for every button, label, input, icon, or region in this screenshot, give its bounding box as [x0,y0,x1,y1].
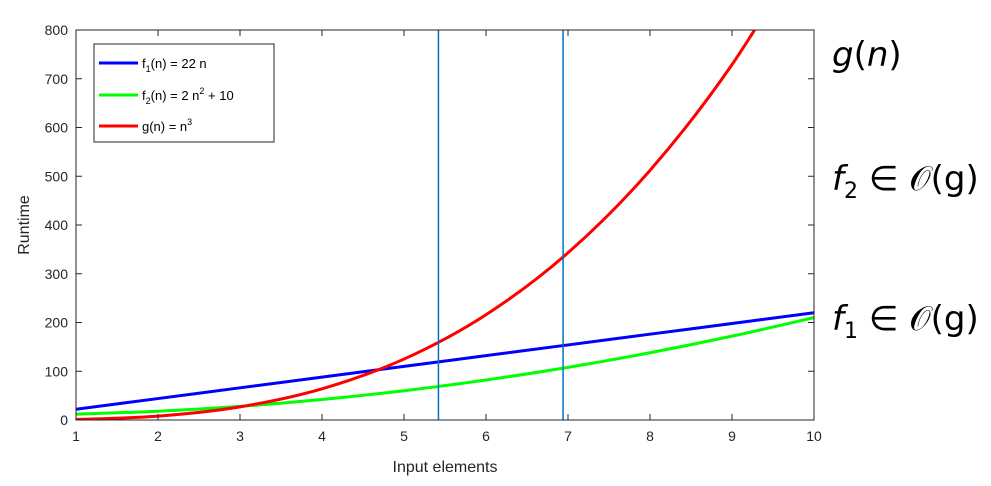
y-axis-label: Runtime [16,195,33,255]
x-tick-label-1: 1 [72,428,80,444]
y-tick-label-100: 100 [45,363,69,379]
annotation-g-n: n [867,35,889,75]
x-tick-label-9: 9 [728,428,736,444]
y-tick-label-600: 600 [45,120,69,136]
annotation-g-main: g [832,35,854,75]
y-tick-label-400: 400 [45,217,69,233]
y-tick-label-700: 700 [45,71,69,87]
annotation-g-rest: ( [854,35,867,75]
x-tick-label-6: 6 [482,428,490,444]
y-tick-label-500: 500 [45,168,69,184]
legend-label-f2: f2(n) = 2 n2 + 10 [142,86,234,106]
annotation-f2-sub: 2 [844,179,858,204]
reference-lines-group [437,30,564,420]
svg-text:f2 ∈ 𝒪(g): f2 ∈ 𝒪(g) [832,159,979,204]
x-axis-label: Input elements [393,459,498,476]
y-tick-label-800: 800 [45,22,69,38]
annotation-f2: f2 ∈ 𝒪(g) [832,159,979,204]
x-tick-label-8: 8 [646,428,654,444]
legend: f1(n) = 22 n f2(n) = 2 n2 + 10 g(n) = n3 [93,43,275,143]
x-tick-label-3: 3 [236,428,244,444]
x-tick-label-5: 5 [400,428,408,444]
curves-group [76,30,814,420]
y-tick-label-200: 200 [45,315,69,331]
legend-label-g: g(n) = n3 [142,117,192,134]
x-tick-label-7: 7 [564,428,572,444]
x-tick-label-4: 4 [318,428,326,444]
x-tick-label-2: 2 [154,428,162,444]
svg-text:f1 ∈ 𝒪(g): f1 ∈ 𝒪(g) [832,299,979,344]
y-tick-label-300: 300 [45,266,69,282]
annotation-g: g(n) [832,35,902,75]
series-line-1 [76,316,814,416]
legend-label-f1: f1(n) = 22 n [142,56,207,74]
series-line-0 [76,311,814,411]
annotation-f1-sub: 1 [844,319,858,344]
annotation-f1: f1 ∈ 𝒪(g) [832,299,979,344]
annotation-f1-rest: ∈ 𝒪(g) [858,299,979,339]
svg-text:g(n): g(n) [832,35,902,75]
series-line-2 [76,30,757,420]
x-tick-label-10: 10 [806,428,822,444]
annotation-f2-rest: ∈ 𝒪(g) [858,159,979,199]
y-tick-label-0: 0 [60,412,68,428]
annotation-g-close: ) [888,35,901,75]
